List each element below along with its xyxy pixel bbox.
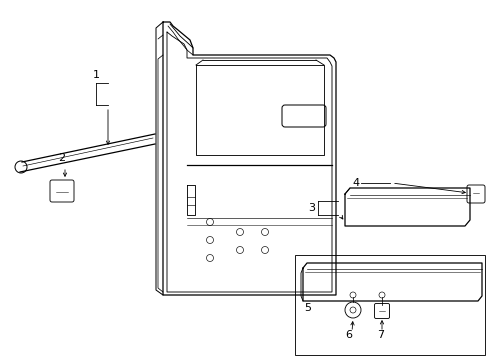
FancyBboxPatch shape (374, 303, 389, 319)
Text: 3: 3 (307, 203, 314, 213)
Circle shape (15, 161, 27, 173)
Text: 6: 6 (345, 330, 352, 340)
Circle shape (349, 307, 355, 313)
FancyBboxPatch shape (282, 105, 325, 127)
Circle shape (349, 292, 355, 298)
FancyBboxPatch shape (50, 180, 74, 202)
FancyBboxPatch shape (466, 185, 484, 203)
Circle shape (378, 292, 384, 298)
Text: 7: 7 (377, 330, 384, 340)
Text: 4: 4 (351, 178, 358, 188)
Text: 1: 1 (92, 70, 99, 80)
Text: 2: 2 (59, 153, 65, 163)
Bar (294, 255, 484, 355)
Text: 5: 5 (304, 303, 310, 313)
Circle shape (345, 302, 360, 318)
